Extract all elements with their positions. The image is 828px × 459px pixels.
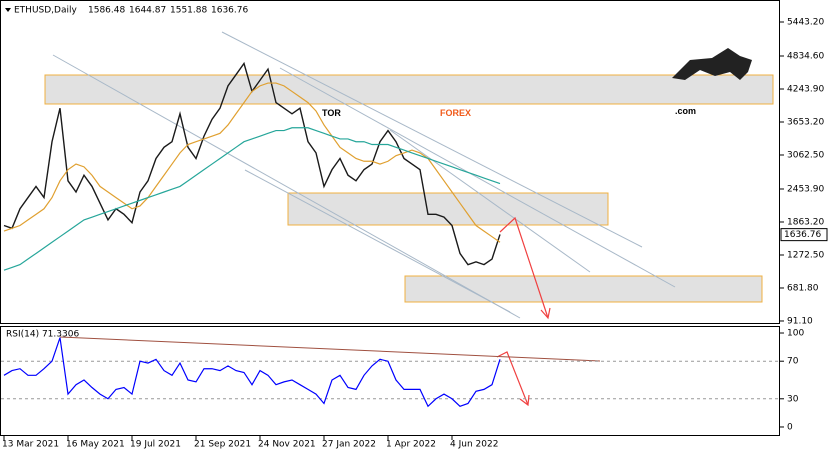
rsi-frame — [0, 326, 780, 436]
series-layer: 5443.20 4834.60 4243.90 3653.20 3062.50 2453.… — [1, 17, 824, 450]
x-tick-label: 24 Nov 2021 — [258, 440, 316, 450]
trend-lines — [52, 31, 676, 319]
ohlc-value: 1644.87 — [129, 6, 166, 16]
last-price-box — [780, 228, 828, 242]
y-tick-label: 100 — [787, 329, 804, 339]
ohlc-value: 1586.48 — [88, 6, 125, 16]
x-tick-label: 4 Jun 2022 — [450, 440, 498, 450]
x-tick-label: 13 Mar 2021 — [2, 440, 59, 450]
x-tick-label: 27 Jan 2022 — [322, 440, 376, 450]
y-tick-label: 70 — [787, 357, 799, 367]
price-frame — [0, 0, 780, 324]
y-tick-label: 4834.60 — [787, 51, 824, 61]
series-line — [3, 82, 501, 243]
y-tick-label: 681.80 — [787, 283, 819, 293]
rsi-trend-line — [59, 336, 601, 362]
x-tick-label: 16 May 2021 — [66, 440, 125, 450]
menu-icon — [5, 8, 11, 12]
x-tick-label: 19 Jul 2021 — [130, 440, 181, 450]
zone — [44, 74, 774, 105]
forecast-arrows — [496, 216, 551, 407]
last-price-label: 1636.76 — [784, 230, 821, 240]
y-tick-label: 4243.90 — [787, 84, 824, 94]
ohlc-value: 1636.76 — [211, 6, 248, 16]
y-tick-label: 3062.50 — [787, 150, 824, 160]
logo-text: .com — [675, 106, 696, 116]
y-tick-label: 5443.20 — [787, 17, 824, 27]
y-tick-label: 91.10 — [787, 316, 813, 326]
y-tick-label: 3653.20 — [787, 117, 824, 127]
x-tick-label: 1 Apr 2022 — [386, 440, 436, 450]
rsi-title: RSI(14) 71.3306 — [6, 330, 79, 340]
y-tick-label: 0 — [787, 422, 793, 432]
y-tick-label: 1863.20 — [787, 217, 824, 227]
y-tick-label: 2453.90 — [787, 184, 824, 194]
symbol-title: ETHUSD,Daily — [14, 6, 77, 16]
ohlc-value: 1551.88 — [170, 6, 207, 16]
y-tick-label: 30 — [787, 394, 799, 404]
zone — [404, 275, 763, 303]
y-tick-label: 1272.50 — [787, 250, 824, 260]
x-tick-label: 21 Sep 2021 — [194, 440, 251, 450]
series-line — [3, 127, 501, 271]
zone — [287, 192, 609, 226]
logo-text: TOR — [322, 108, 341, 118]
logo-bull — [672, 48, 752, 80]
series-line — [3, 337, 501, 408]
logo-text: FOREX — [440, 108, 471, 118]
